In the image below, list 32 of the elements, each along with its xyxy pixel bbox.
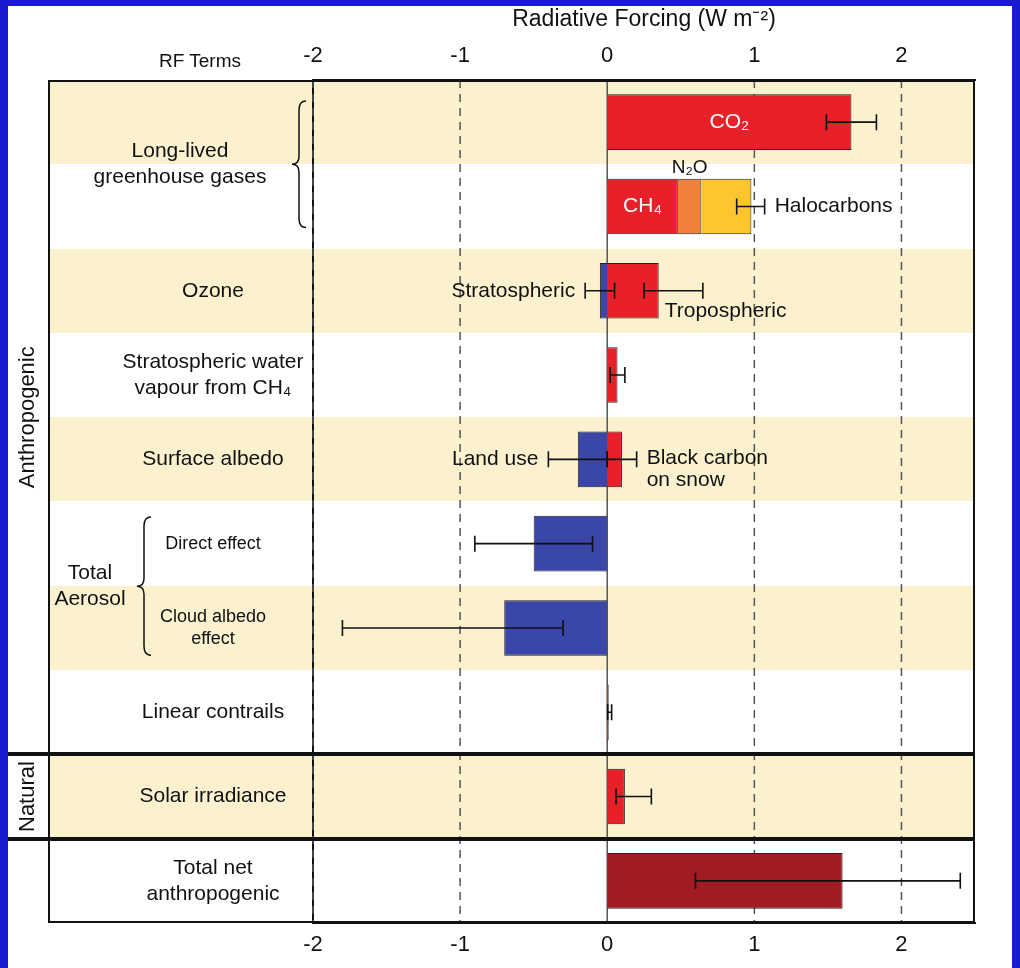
y-tick-label: Stratospheric water vapour from CH₄ xyxy=(122,348,304,398)
y-tick-label: Direct effect xyxy=(165,532,261,553)
y-tick-label: Ozone xyxy=(182,277,244,301)
text: Total Aerosol xyxy=(54,559,126,609)
y-tick-label: Cloud albedo effect xyxy=(159,605,267,648)
text: Natural xyxy=(14,761,40,833)
text: Anthropogenic xyxy=(14,346,40,489)
x2-tick-label: 2 xyxy=(895,41,908,67)
x2-tick-label: -1 xyxy=(450,41,470,67)
series-label: CO₂ xyxy=(709,108,750,132)
series-label: Stratospheric xyxy=(451,277,576,301)
series-label: Land use xyxy=(451,446,539,470)
text: RF Terms xyxy=(159,50,241,72)
x2-tick-label: 0 xyxy=(601,41,614,67)
text: Long-lived greenhouse gases xyxy=(93,138,267,188)
series-label: Black carbon on snow xyxy=(646,445,769,491)
series-label: N₂O xyxy=(671,156,708,178)
y-tick-label: Linear contrails xyxy=(141,699,285,723)
x-tick-label: -1 xyxy=(450,931,470,957)
y-tick-label: Total net anthropogenic xyxy=(146,854,280,904)
y-tick-label: Solar irradiance xyxy=(139,783,287,807)
x-tick-label: -2 xyxy=(303,931,323,957)
x-tick-label: 0 xyxy=(601,931,614,957)
x2-axis-title: Radiative Forcing (W m⁻²) xyxy=(512,5,776,32)
series-label: CH₄ xyxy=(623,193,662,217)
y-tick-label: Surface albedo xyxy=(142,446,284,470)
series-label: Halocarbons xyxy=(774,193,893,217)
x-tick-label: 2 xyxy=(895,931,908,957)
series-label: Tropospheric xyxy=(664,297,787,321)
x-tick-label: 1 xyxy=(748,931,761,957)
x2-tick-label: 1 xyxy=(748,41,761,67)
x2-tick-label: -2 xyxy=(303,41,323,67)
